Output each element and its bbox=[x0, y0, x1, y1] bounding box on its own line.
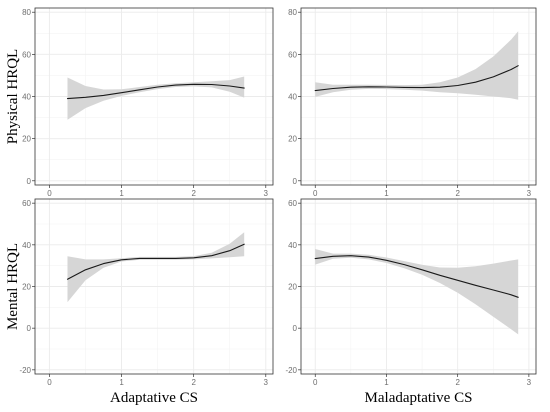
y-tick-label: 0 bbox=[27, 324, 32, 333]
confidence-band bbox=[67, 232, 245, 303]
y-tick-label: 60 bbox=[288, 199, 297, 208]
x-tick-label: 2 bbox=[455, 378, 460, 387]
x-tick-label: 2 bbox=[191, 189, 196, 198]
y-axis-title: Physical HRQL bbox=[5, 49, 21, 144]
y-axis-title: Mental HRQL bbox=[5, 243, 21, 330]
x-tick-label: 0 bbox=[313, 189, 318, 198]
smooth-line bbox=[66, 83, 245, 100]
x-tick-label: 1 bbox=[384, 378, 389, 387]
x-tick-label: 0 bbox=[47, 378, 52, 387]
y-tick-label: 40 bbox=[22, 241, 31, 250]
x-tick-label: 3 bbox=[264, 189, 269, 198]
x-tick-label: 3 bbox=[527, 189, 532, 198]
y-tick-label: 20 bbox=[22, 135, 31, 144]
x-tick-label: 1 bbox=[119, 378, 124, 387]
x-tick-label: 1 bbox=[119, 189, 124, 198]
x-tick-label: 3 bbox=[264, 378, 269, 387]
confidence-band bbox=[315, 31, 519, 100]
x-tick-label: 0 bbox=[313, 378, 318, 387]
x-tick-label: 1 bbox=[384, 189, 389, 198]
y-tick-label: 40 bbox=[22, 93, 31, 102]
panel-1: 0 1 2 3 0 20 40 60 80 Physical HRQL bbox=[5, 7, 274, 198]
y-tick-label: 0 bbox=[293, 177, 298, 186]
smooth-line bbox=[66, 243, 245, 280]
y-tick-label: 60 bbox=[288, 50, 297, 59]
x-axis-title: Maladaptative CS bbox=[365, 390, 473, 406]
y-tick-label: 0 bbox=[27, 177, 32, 186]
y-tick-label: 40 bbox=[288, 93, 297, 102]
x-tick-label: 2 bbox=[191, 378, 196, 387]
panel-3: 0 1 2 3 -20 0 20 40 60 Adaptative CS Mental HRQL bbox=[5, 198, 274, 406]
y-tick-label: 60 bbox=[22, 199, 31, 208]
x-tick-label: 3 bbox=[527, 378, 532, 387]
y-tick-label: -20 bbox=[285, 366, 297, 375]
y-tick-label: 40 bbox=[288, 241, 297, 250]
x-tick-label: 2 bbox=[455, 189, 460, 198]
y-tick-label: -20 bbox=[19, 366, 31, 375]
confidence-band bbox=[315, 249, 519, 335]
y-tick-label: 0 bbox=[293, 324, 298, 333]
smooth-line bbox=[314, 255, 519, 298]
y-tick-label: 80 bbox=[22, 8, 31, 17]
smooth-line bbox=[314, 65, 519, 92]
confidence-band bbox=[67, 76, 245, 120]
panel-4: 0 1 2 3 -20 0 20 40 60 Maladaptative CS bbox=[285, 198, 537, 406]
y-tick-label: 80 bbox=[288, 8, 297, 17]
y-tick-label: 20 bbox=[288, 283, 297, 292]
panel-2: 0 1 2 3 0 20 40 60 80 bbox=[288, 7, 537, 198]
x-axis-title: Adaptative CS bbox=[110, 390, 198, 406]
y-tick-label: 20 bbox=[22, 283, 31, 292]
x-tick-label: 0 bbox=[47, 189, 52, 198]
y-tick-label: 60 bbox=[22, 50, 31, 59]
y-tick-label: 20 bbox=[288, 135, 297, 144]
